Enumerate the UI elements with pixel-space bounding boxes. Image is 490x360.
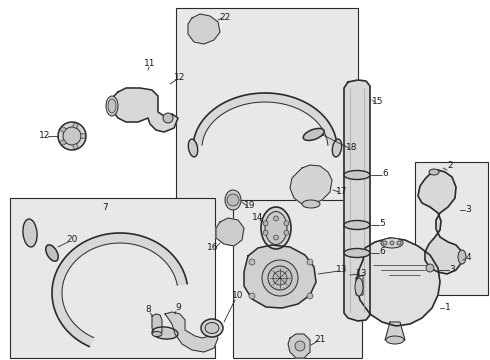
Ellipse shape — [303, 129, 324, 140]
Bar — [10, 198, 215, 358]
Polygon shape — [418, 170, 462, 274]
Ellipse shape — [265, 211, 287, 244]
Polygon shape — [152, 314, 162, 334]
Circle shape — [227, 194, 239, 206]
Ellipse shape — [261, 207, 291, 249]
Ellipse shape — [152, 327, 178, 339]
Circle shape — [263, 221, 268, 226]
Text: 2: 2 — [447, 162, 453, 171]
Circle shape — [73, 144, 78, 149]
Ellipse shape — [268, 266, 292, 290]
Ellipse shape — [386, 336, 404, 344]
Ellipse shape — [273, 271, 287, 285]
Ellipse shape — [262, 260, 298, 296]
Ellipse shape — [458, 250, 466, 264]
Text: 12: 12 — [174, 73, 186, 82]
Text: 7: 7 — [102, 202, 108, 211]
Text: 8: 8 — [145, 306, 151, 315]
Text: 14: 14 — [252, 213, 264, 222]
Circle shape — [390, 241, 394, 245]
Circle shape — [249, 293, 255, 299]
Circle shape — [263, 230, 268, 235]
Ellipse shape — [152, 332, 162, 337]
Text: 16: 16 — [207, 243, 219, 252]
Text: 22: 22 — [220, 13, 231, 22]
Text: 9: 9 — [175, 303, 181, 312]
Polygon shape — [356, 238, 440, 326]
Polygon shape — [112, 88, 178, 132]
Circle shape — [61, 127, 66, 132]
Text: 4: 4 — [465, 253, 471, 262]
Text: 19: 19 — [244, 202, 256, 211]
Circle shape — [163, 113, 173, 123]
Circle shape — [284, 230, 289, 235]
Ellipse shape — [63, 127, 81, 145]
Ellipse shape — [344, 220, 370, 230]
Ellipse shape — [58, 122, 86, 150]
Text: 13: 13 — [336, 266, 348, 274]
Ellipse shape — [201, 319, 223, 337]
Polygon shape — [244, 245, 316, 308]
Ellipse shape — [106, 96, 118, 116]
Text: 15: 15 — [372, 98, 384, 107]
Bar — [176, 8, 358, 232]
Text: 20: 20 — [66, 235, 78, 244]
Polygon shape — [165, 312, 218, 352]
Ellipse shape — [188, 139, 197, 157]
Polygon shape — [216, 218, 244, 246]
Ellipse shape — [46, 245, 58, 261]
Circle shape — [80, 134, 85, 139]
Polygon shape — [356, 275, 363, 295]
Text: 21: 21 — [314, 336, 326, 345]
Polygon shape — [188, 14, 220, 44]
Polygon shape — [288, 334, 310, 358]
Circle shape — [383, 241, 387, 245]
Ellipse shape — [23, 219, 37, 247]
Circle shape — [284, 221, 289, 226]
Ellipse shape — [332, 139, 342, 157]
Circle shape — [307, 293, 313, 299]
Circle shape — [249, 259, 255, 265]
Circle shape — [426, 264, 434, 272]
Ellipse shape — [344, 248, 370, 257]
Circle shape — [273, 235, 278, 240]
Polygon shape — [193, 93, 337, 145]
Text: 3: 3 — [465, 206, 471, 215]
Text: 10: 10 — [232, 292, 244, 301]
Text: 1: 1 — [445, 303, 451, 312]
Text: 11: 11 — [144, 59, 156, 68]
Text: 18: 18 — [346, 144, 358, 153]
Ellipse shape — [108, 99, 116, 113]
Text: 3: 3 — [449, 266, 455, 274]
Text: 6: 6 — [379, 247, 385, 256]
Ellipse shape — [205, 323, 219, 333]
Circle shape — [273, 216, 278, 221]
Polygon shape — [385, 322, 405, 340]
Text: 5: 5 — [379, 219, 385, 228]
Ellipse shape — [225, 190, 241, 210]
Ellipse shape — [381, 238, 403, 248]
Text: 12: 12 — [39, 131, 50, 140]
Circle shape — [397, 241, 401, 245]
Circle shape — [61, 140, 66, 145]
Text: 13: 13 — [356, 269, 368, 278]
Circle shape — [73, 123, 78, 128]
Bar — [233, 200, 362, 358]
Bar — [415, 162, 488, 295]
Polygon shape — [290, 165, 332, 204]
Circle shape — [295, 341, 305, 351]
Ellipse shape — [429, 169, 439, 175]
Ellipse shape — [302, 200, 320, 208]
Polygon shape — [52, 233, 187, 346]
Ellipse shape — [355, 278, 363, 296]
Text: 6: 6 — [382, 168, 388, 177]
Circle shape — [307, 259, 313, 265]
Ellipse shape — [344, 171, 370, 180]
Polygon shape — [344, 80, 370, 321]
Text: 17: 17 — [336, 188, 348, 197]
